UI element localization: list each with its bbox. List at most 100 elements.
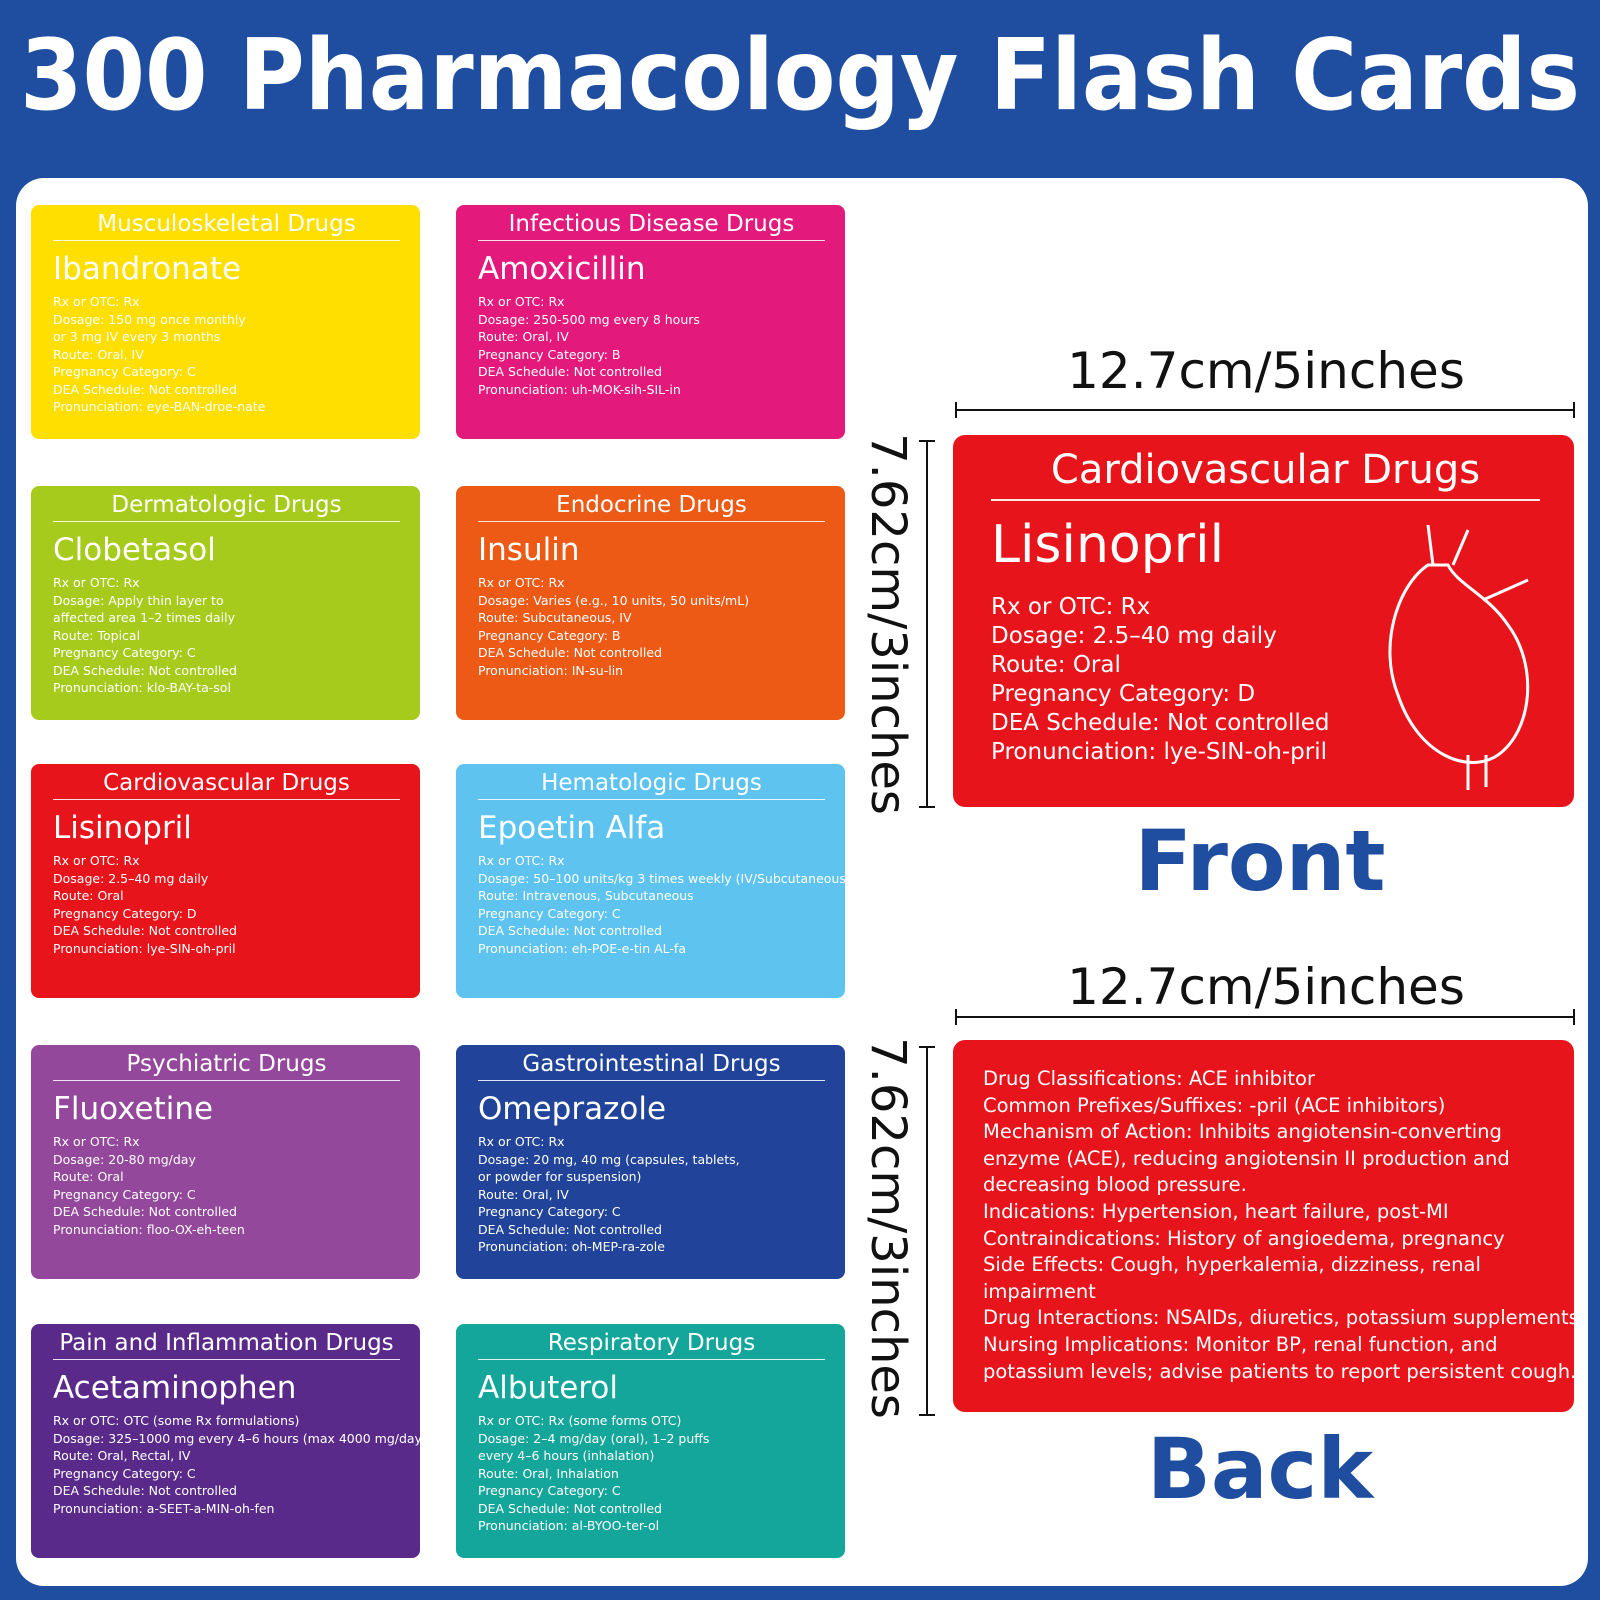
card-detail: Route: Oral, Inhalation <box>478 1465 619 1481</box>
card-detail: Dosage: Varies (e.g., 10 units, 50 units… <box>478 592 750 608</box>
front-detail: Route: Oral <box>991 652 1121 678</box>
height-label: 7.62cm/3inches <box>860 1037 916 1419</box>
front-details: Rx or OTC: Rx Dosage: 2.5–40 mg daily Rout… <box>991 593 1540 767</box>
card-detail: Dosage: Apply thin layer to <box>53 592 224 608</box>
card-detail: Dosage: 20-80 mg/day <box>53 1151 196 1167</box>
card-detail: Pregnancy Category: B <box>478 627 621 643</box>
back-detail: Contraindications: History of angioedema… <box>983 1226 1505 1250</box>
card-detail: Route: Oral, IV <box>478 1186 569 1202</box>
card-detail: Dosage: 325–1000 mg every 4–6 hours (max… <box>53 1430 420 1446</box>
flash-card: Cardiovascular Drugs Lisinopril Rx or OTC:… <box>31 764 420 998</box>
width-label: 12.7cm/5inches <box>1067 342 1465 400</box>
card-detail: Dosage: 20 mg, 40 mg (capsules, tablets, <box>478 1151 740 1167</box>
card-detail: or powder for suspension) <box>478 1169 642 1184</box>
card-detail: DEA Schedule: Not controlled <box>53 381 237 397</box>
card-category: Pain and Inflammation Drugs <box>53 1330 400 1360</box>
card-detail: Pronunciation: klo-BAY-ta-sol <box>53 680 231 695</box>
card-category: Hematologic Drugs <box>478 770 825 800</box>
card-detail: Pregnancy Category: D <box>53 905 197 921</box>
card-detail: Pregnancy Category: C <box>53 1465 196 1481</box>
card-detail: Pregnancy Category: B <box>478 346 621 362</box>
card-detail: Rx or OTC: Rx <box>53 575 140 590</box>
card-detail: Rx or OTC: Rx <box>53 294 140 309</box>
card-detail: Route: Oral, IV <box>478 329 569 344</box>
card-detail: Pregnancy Category: C <box>478 1204 621 1219</box>
card-detail: Dosage: 250-500 mg every 8 hours <box>478 311 700 327</box>
height-line <box>919 1046 935 1416</box>
front-label: Front <box>1134 812 1386 910</box>
card-detail: affected area 1–2 times daily <box>53 610 235 625</box>
card-detail: Pregnancy Category: C <box>53 1186 196 1202</box>
back-detail: enzyme (ACE), reducing angiotensin II pr… <box>983 1146 1510 1170</box>
card-detail: Pregnancy Category: C <box>53 645 196 660</box>
back-card: Drug Classifications: ACE inhibitor Commo… <box>953 1040 1579 1412</box>
back-detail: potassium levels; advise patients to rep… <box>983 1359 1577 1383</box>
card-category: Respiratory Drugs <box>478 1330 825 1360</box>
back-detail: Side Effects: Cough, hyperkalemia, dizzi… <box>983 1253 1481 1277</box>
flash-card: Pain and Inflammation Drugs Acetaminophen… <box>31 1324 420 1558</box>
card-detail: Rx or OTC: Rx <box>478 853 565 868</box>
card-category: Cardiovascular Drugs <box>53 770 400 800</box>
card-drug: Albuterol <box>478 1370 619 1406</box>
card-drug: Amoxicillin <box>478 251 646 287</box>
card-detail: DEA Schedule: Not controlled <box>53 1483 237 1498</box>
back-details: Drug Classifications: ACE inhibitor Commo… <box>983 1066 1579 1385</box>
heart-illustration <box>1388 525 1530 790</box>
card-detail: Dosage: 2–4 mg/day (oral), 1–2 puffs <box>478 1430 710 1446</box>
front-detail: Pregnancy Category: D <box>991 681 1256 707</box>
back-detail: Indications: Hypertension, heart failure… <box>983 1199 1449 1223</box>
front-card: Cardiovascular Drugs Lisinopril Rx or OT… <box>953 435 1574 807</box>
card-drug: Lisinopril <box>53 810 192 846</box>
card-detail: DEA Schedule: Not controlled <box>53 923 237 938</box>
card-detail: Pronunciation: a-SEET-a-MIN-oh-fen <box>53 1500 275 1516</box>
card-detail: Pronunciation: uh-MOK-sih-SIL-in <box>478 381 681 397</box>
card-detail: DEA Schedule: Not controlled <box>478 1221 662 1237</box>
card-detail: DEA Schedule: Not controlled <box>53 662 237 678</box>
card-detail: or 3 mg IV every 3 months <box>53 329 221 344</box>
card-detail: Rx or OTC: Rx <box>478 294 565 309</box>
card-drug: Insulin <box>478 532 580 568</box>
card-detail: Pronunciation: IN-su-lin <box>478 662 624 678</box>
card-detail: every 4–6 hours (inhalation) <box>478 1448 655 1463</box>
back-label: Back <box>1146 1420 1374 1518</box>
card-detail: Pronunciation: oh-MEP-ra-zole <box>478 1239 665 1254</box>
front-detail: DEA Schedule: Not controlled <box>991 710 1330 736</box>
flash-card: Musculoskeletal Drugs Ibandronate Rx or OT… <box>31 205 420 439</box>
card-category: Musculoskeletal Drugs <box>53 211 400 241</box>
card-detail: DEA Schedule: Not controlled <box>478 923 662 938</box>
card-drug: Fluoxetine <box>53 1091 214 1127</box>
flash-card: Gastrointestinal Drugs Omeprazole Rx or OT… <box>456 1045 845 1279</box>
card-detail: DEA Schedule: Not controlled <box>53 1204 237 1219</box>
card-category: Psychiatric Drugs <box>53 1051 400 1081</box>
width-line <box>955 402 1575 418</box>
back-detail: Common Prefixes/Suffixes: -pril (ACE inh… <box>983 1093 1446 1117</box>
height-line <box>919 440 935 808</box>
card-category: Dermatologic Drugs <box>53 492 400 522</box>
back-detail: Nursing Implications: Monitor BP, renal … <box>983 1332 1498 1356</box>
front-drug: Lisinopril <box>991 515 1225 575</box>
flash-card: Psychiatric Drugs Fluoxetine Rx or OTC: Rx… <box>31 1045 420 1279</box>
card-drug: Clobetasol <box>53 532 216 568</box>
card-detail: Route: Topical <box>53 627 141 643</box>
front-detail: Rx or OTC: Rx <box>991 594 1151 620</box>
card-detail: Route: Oral, IV <box>53 346 144 362</box>
card-detail: Rx or OTC: Rx (some forms OTC) <box>478 1413 682 1428</box>
width-label: 12.7cm/5inches <box>1067 958 1465 1016</box>
card-detail: Rx or OTC: Rx <box>478 1134 565 1149</box>
front-detail: Dosage: 2.5–40 mg daily <box>991 623 1277 649</box>
card-detail: DEA Schedule: Not controlled <box>478 1500 662 1516</box>
card-detail: Dosage: 50–100 units/kg 3 times weekly (… <box>478 870 845 886</box>
card-detail: Dosage: 150 mg once monthly <box>53 311 246 327</box>
card-detail: Pregnancy Category: C <box>478 1483 621 1498</box>
width-line <box>955 1009 1575 1025</box>
card-detail: Rx or OTC: Rx <box>478 575 565 590</box>
card-detail: Route: Oral, Rectal, IV <box>53 1448 191 1463</box>
card-detail: Pronunciation: al-BYOO-ter-ol <box>478 1518 660 1533</box>
card-detail: Route: Oral <box>53 1169 124 1184</box>
flash-card: Respiratory Drugs Albuterol Rx or OTC: Rx … <box>456 1324 845 1558</box>
flash-card: Hematologic Drugs Epoetin Alfa Rx or OTC: … <box>456 764 845 998</box>
flash-card: Infectious Disease Drugs Amoxicillin Rx or… <box>456 205 845 439</box>
card-detail: Pregnancy Category: C <box>53 364 196 379</box>
front-detail: Pronunciation: lye-SIN-oh-pril <box>991 739 1328 765</box>
